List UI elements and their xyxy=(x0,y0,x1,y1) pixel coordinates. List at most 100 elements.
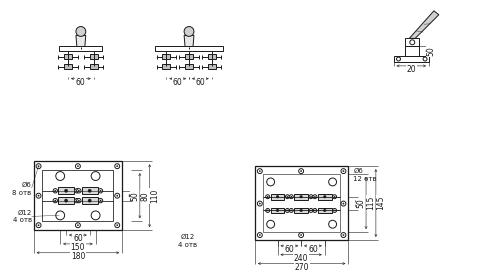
Bar xyxy=(185,64,193,69)
Circle shape xyxy=(341,169,346,174)
Polygon shape xyxy=(184,35,194,47)
Circle shape xyxy=(258,233,262,237)
Polygon shape xyxy=(76,35,86,47)
Bar xyxy=(406,38,419,46)
Text: 12 отв: 12 отв xyxy=(354,176,377,182)
Circle shape xyxy=(423,57,427,61)
Circle shape xyxy=(98,188,102,193)
Circle shape xyxy=(88,189,92,193)
Bar xyxy=(154,46,224,51)
Bar xyxy=(185,54,193,59)
Circle shape xyxy=(332,209,336,212)
Circle shape xyxy=(54,200,56,201)
Circle shape xyxy=(300,170,302,172)
Bar xyxy=(42,170,114,221)
Circle shape xyxy=(309,209,313,212)
Circle shape xyxy=(286,195,290,199)
Circle shape xyxy=(396,57,400,61)
Bar xyxy=(294,208,308,214)
Circle shape xyxy=(410,40,414,45)
Bar xyxy=(162,64,170,69)
Bar xyxy=(58,187,74,194)
Circle shape xyxy=(116,165,118,167)
Text: Ø6: Ø6 xyxy=(22,182,32,188)
Circle shape xyxy=(38,195,40,196)
Circle shape xyxy=(100,200,102,201)
Circle shape xyxy=(266,209,270,212)
Text: 60: 60 xyxy=(308,245,318,254)
Circle shape xyxy=(64,189,68,193)
Text: 60: 60 xyxy=(76,78,86,87)
Circle shape xyxy=(36,164,41,169)
Text: Ø12: Ø12 xyxy=(18,209,32,215)
Bar xyxy=(90,54,98,59)
Circle shape xyxy=(267,196,268,197)
Circle shape xyxy=(64,199,68,202)
Circle shape xyxy=(77,165,78,167)
Bar xyxy=(58,197,74,203)
Circle shape xyxy=(56,172,64,180)
Circle shape xyxy=(74,188,79,193)
Bar xyxy=(64,54,72,59)
Circle shape xyxy=(115,193,119,198)
Text: 4 отв: 4 отв xyxy=(12,217,32,223)
Circle shape xyxy=(342,203,344,204)
Circle shape xyxy=(56,211,64,220)
Circle shape xyxy=(38,165,40,167)
Circle shape xyxy=(116,195,118,196)
Circle shape xyxy=(300,195,302,198)
Circle shape xyxy=(259,170,260,172)
Text: 20: 20 xyxy=(406,65,416,74)
Circle shape xyxy=(74,199,79,203)
Circle shape xyxy=(53,188,58,193)
Circle shape xyxy=(267,210,268,211)
Bar xyxy=(263,174,340,232)
Circle shape xyxy=(115,164,119,169)
Circle shape xyxy=(53,199,58,203)
Circle shape xyxy=(98,199,102,203)
Text: 60: 60 xyxy=(173,78,182,87)
Bar xyxy=(318,208,332,214)
Bar xyxy=(64,64,72,69)
Polygon shape xyxy=(410,11,439,38)
Circle shape xyxy=(78,200,80,201)
Circle shape xyxy=(328,178,336,186)
Bar xyxy=(82,187,98,194)
Circle shape xyxy=(91,211,100,220)
Circle shape xyxy=(290,209,294,212)
Text: 60: 60 xyxy=(284,245,294,254)
Circle shape xyxy=(313,195,317,199)
Circle shape xyxy=(341,233,346,237)
Circle shape xyxy=(334,196,336,197)
Circle shape xyxy=(76,190,78,191)
Circle shape xyxy=(298,169,304,174)
Text: 50: 50 xyxy=(130,191,140,200)
Circle shape xyxy=(328,220,336,228)
Bar xyxy=(270,194,284,200)
Circle shape xyxy=(290,195,294,199)
Circle shape xyxy=(36,193,41,198)
Text: 8 отв: 8 отв xyxy=(12,190,32,196)
Circle shape xyxy=(78,190,80,191)
Circle shape xyxy=(36,223,41,228)
Circle shape xyxy=(266,178,274,186)
Circle shape xyxy=(115,223,119,228)
Circle shape xyxy=(77,224,78,226)
Circle shape xyxy=(258,201,262,206)
Text: 110: 110 xyxy=(150,188,159,203)
Circle shape xyxy=(266,195,270,199)
Circle shape xyxy=(54,190,56,191)
Circle shape xyxy=(258,169,262,174)
Text: 150: 150 xyxy=(70,243,85,252)
Circle shape xyxy=(259,234,260,236)
Circle shape xyxy=(76,27,86,36)
Circle shape xyxy=(76,164,80,169)
Circle shape xyxy=(309,195,313,199)
Bar xyxy=(318,194,332,200)
Circle shape xyxy=(76,199,81,203)
Circle shape xyxy=(314,196,316,197)
Text: 145: 145 xyxy=(376,196,386,210)
Circle shape xyxy=(276,195,279,198)
Circle shape xyxy=(324,209,326,212)
Bar xyxy=(59,46,102,51)
